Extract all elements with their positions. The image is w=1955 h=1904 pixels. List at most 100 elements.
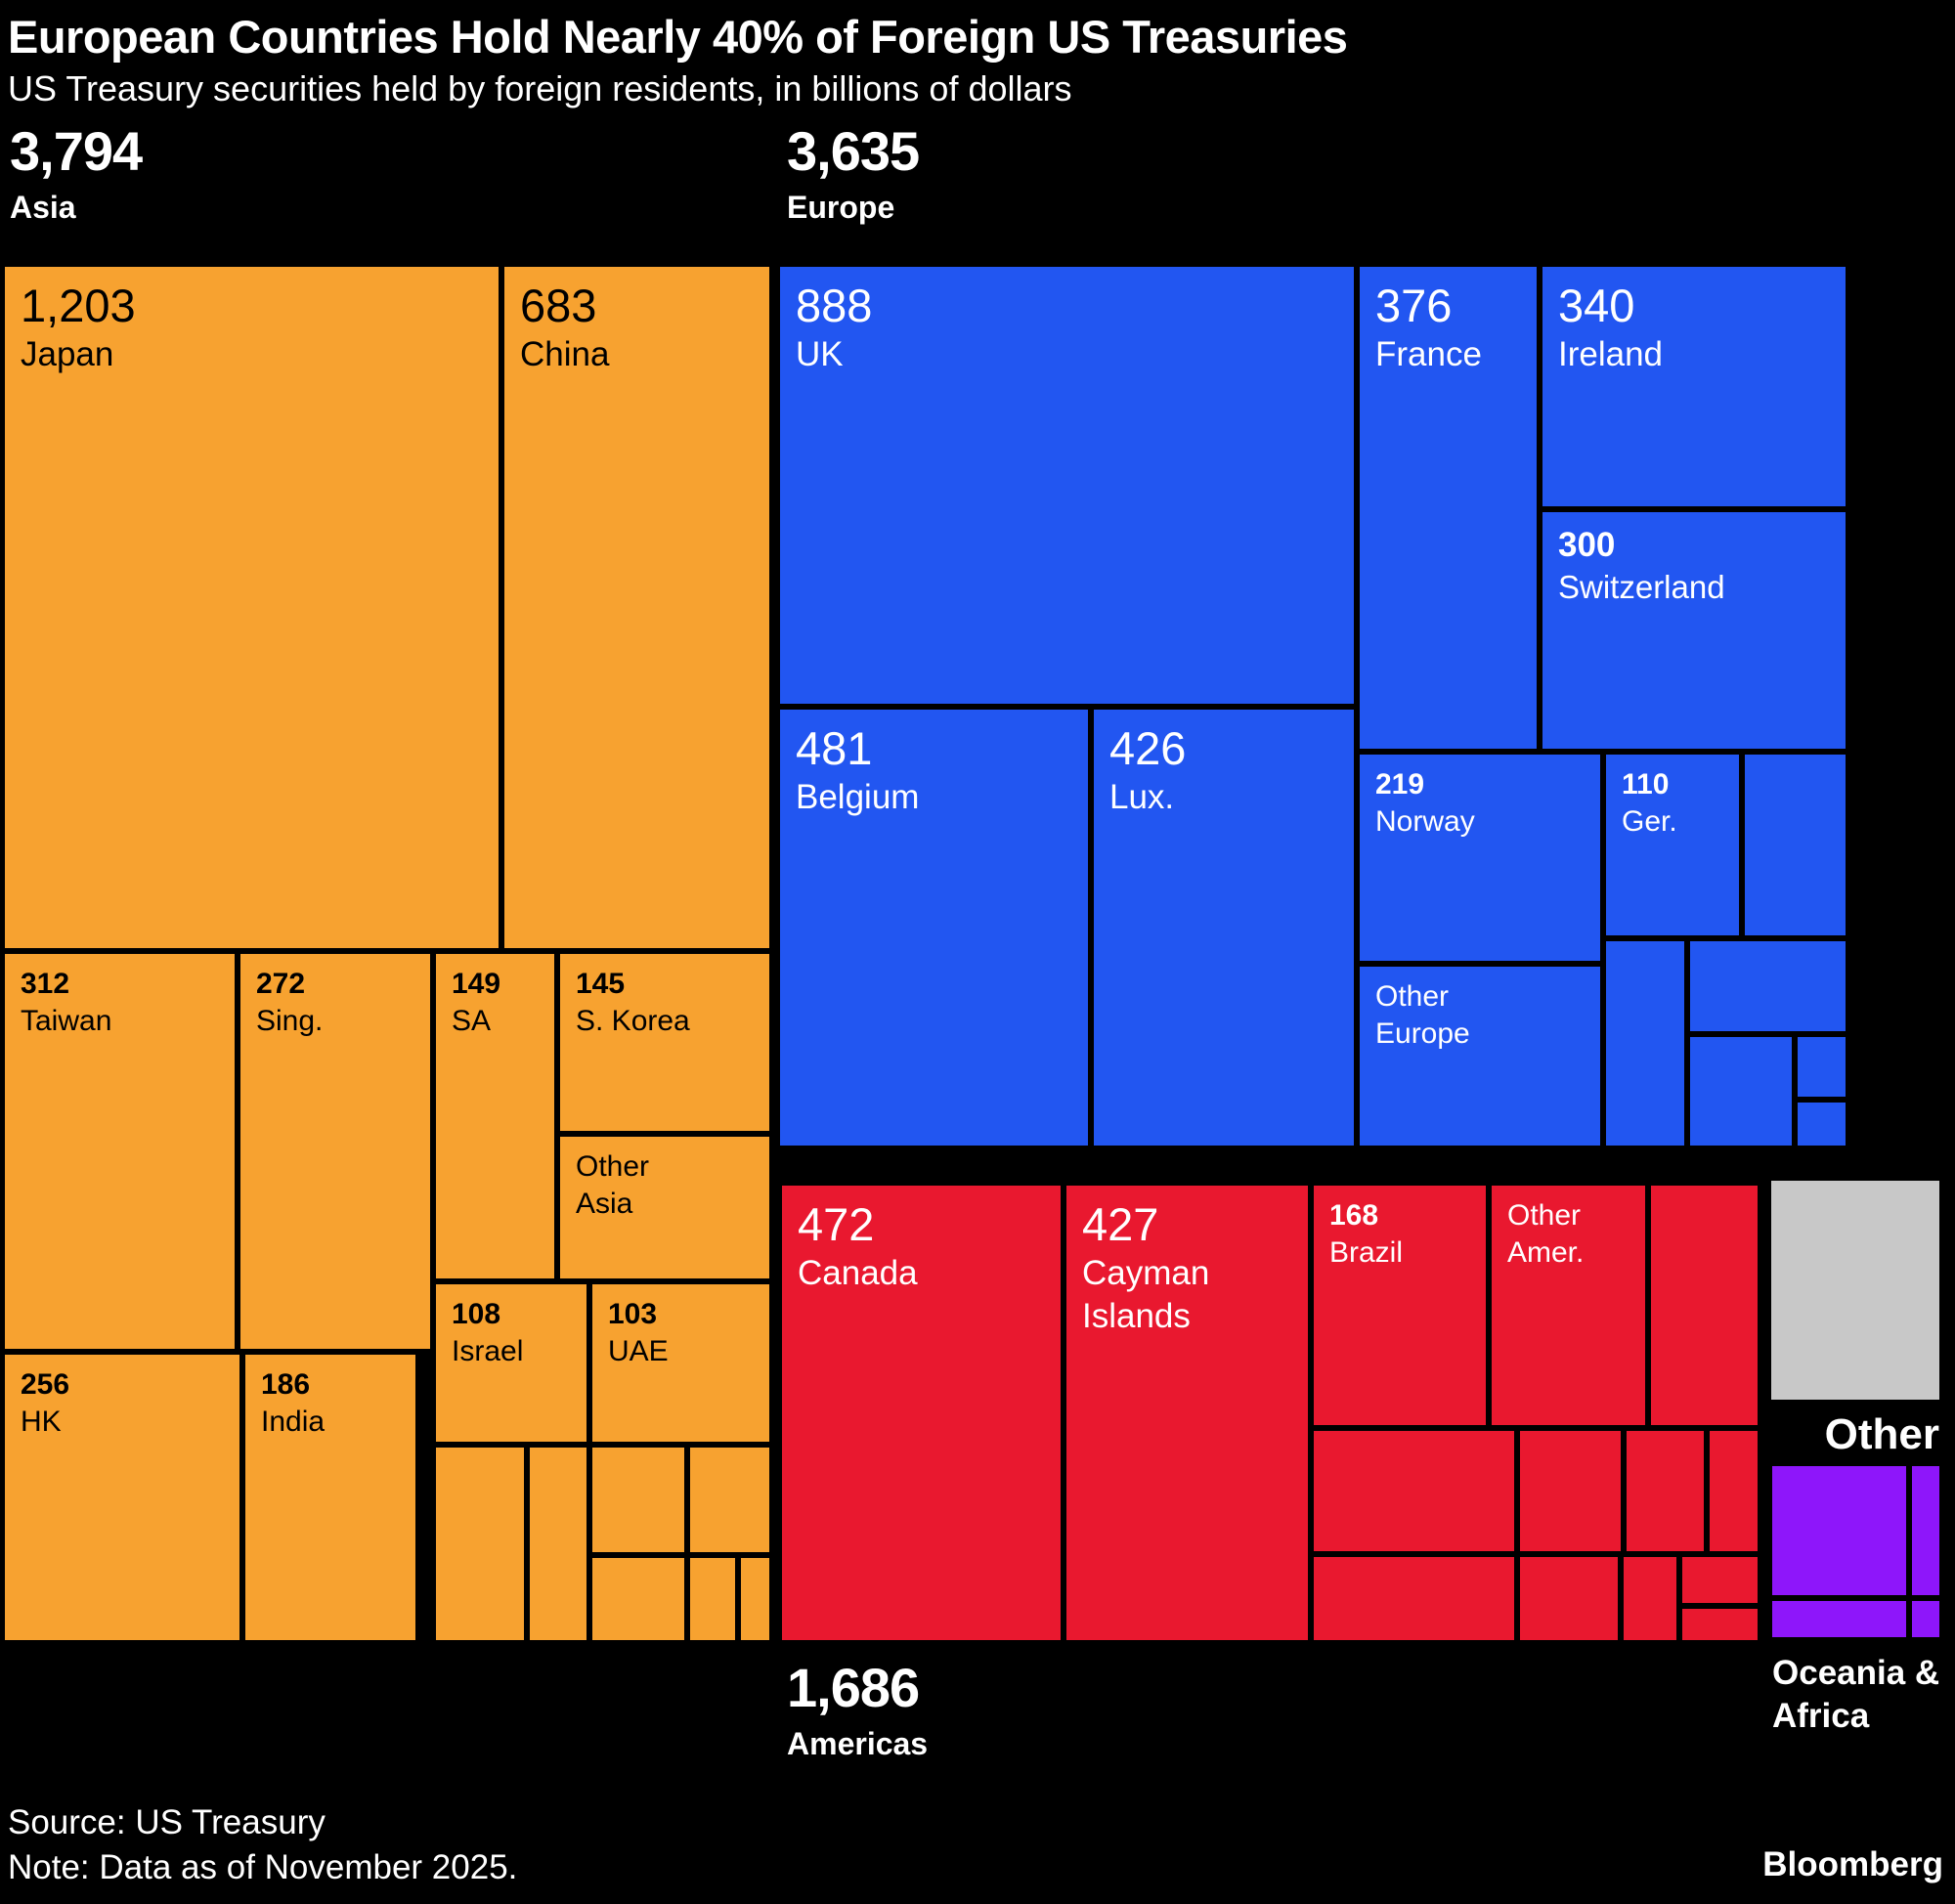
cell-value: 110 [1622, 768, 1670, 801]
cell-uae: 103 UAE [592, 1284, 769, 1442]
cell-label: HK [21, 1406, 62, 1438]
cell-label: Other Asia [576, 1150, 650, 1220]
chart-footer: Source: US Treasury Note: Data as of Nov… [8, 1800, 517, 1890]
cell-value: 312 [21, 968, 70, 1000]
cell-value: 272 [256, 968, 306, 1000]
cell-unlabeled [1624, 1557, 1676, 1640]
europe-group-header: 3,635 Europe [787, 123, 920, 227]
americas-label: Americas [787, 1726, 929, 1761]
cell-cayman-islands: 427 Cayman Islands [1066, 1186, 1308, 1640]
cell-unlabeled [530, 1448, 586, 1640]
cell-south-korea: 145 S. Korea [560, 954, 769, 1131]
cell-luxembourg: 426 Lux. [1094, 710, 1354, 1146]
cell-label: Taiwan [21, 1005, 112, 1037]
cell-unlabeled [1627, 1431, 1704, 1551]
cell-unlabeled [1690, 941, 1846, 1031]
asia-group-header: 3,794 Asia [10, 123, 143, 227]
cell-unlabeled [1912, 1466, 1939, 1595]
cell-value: 1,203 [21, 280, 136, 331]
asia-label: Asia [10, 190, 76, 225]
cell-value: 683 [520, 280, 597, 331]
cell-label: Ireland [1558, 335, 1664, 373]
data-note: Note: Data as of November 2025. [8, 1848, 518, 1886]
cell-unlabeled [1682, 1609, 1758, 1640]
cell-label: Other Europe [1375, 980, 1470, 1050]
cell-unlabeled [1772, 1601, 1906, 1637]
cell-label: India [261, 1406, 326, 1438]
cell-value: 481 [796, 722, 873, 774]
cell-label: Other Amer. [1507, 1199, 1585, 1269]
cell-unlabeled [1520, 1431, 1621, 1551]
cell-label: Japan [21, 335, 114, 373]
cell-other-group [1771, 1181, 1939, 1400]
cell-label: Cayman Islands [1082, 1254, 1210, 1335]
americas-group-header: 1,686 Americas [787, 1660, 928, 1763]
cell-unlabeled [1314, 1557, 1514, 1640]
europe-label: Europe [787, 190, 895, 225]
cell-value: 300 [1558, 526, 1616, 564]
other-group-label: Other [1824, 1410, 1939, 1458]
cell-other-europe: Other Europe [1360, 967, 1600, 1146]
cell-china: 683 China [504, 267, 769, 948]
cell-label: Switzerland [1558, 569, 1725, 605]
cell-label: Belgium [796, 778, 920, 816]
cell-ireland: 340 Ireland [1542, 267, 1846, 506]
cell-other-americas: Other Amer. [1492, 1186, 1645, 1425]
cell-unlabeled [1520, 1557, 1618, 1640]
cell-unlabeled [1682, 1557, 1758, 1603]
cell-label: France [1375, 335, 1482, 373]
oceania-africa-group-label: Oceania & Africa [1772, 1654, 1940, 1735]
cell-value: 145 [576, 968, 626, 1000]
cell-norway: 219 Norway [1360, 755, 1600, 961]
cell-value: 340 [1558, 280, 1635, 331]
cell-value: 103 [608, 1298, 658, 1330]
cell-uk: 888 UK [780, 267, 1354, 704]
cell-india: 186 India [245, 1355, 415, 1640]
cell-unlabeled [1745, 755, 1846, 935]
cell-value: 186 [261, 1368, 311, 1401]
chart-title: European Countries Hold Nearly 40% of Fo… [8, 11, 1348, 63]
cell-canada: 472 Canada [782, 1186, 1061, 1640]
cell-unlabeled [690, 1558, 735, 1640]
cell-oceania-africa [1772, 1466, 1906, 1595]
cell-unlabeled [592, 1448, 684, 1552]
cell-label: SA [452, 1005, 492, 1037]
cell-saudi-arabia: 149 SA [436, 954, 554, 1278]
cell-label: Lux. [1109, 778, 1175, 816]
cell-switzerland: 300 Switzerland [1542, 512, 1846, 749]
cell-unlabeled [1912, 1601, 1939, 1637]
cell-belgium: 481 Belgium [780, 710, 1088, 1146]
cell-label: UK [796, 335, 844, 373]
cell-unlabeled [1710, 1431, 1758, 1551]
cell-germany: 110 Ger. [1606, 755, 1739, 935]
cell-value: 256 [21, 1368, 70, 1401]
source-note: Source: US Treasury [8, 1803, 326, 1841]
bloomberg-logo: Bloomberg [1762, 1845, 1943, 1883]
cell-other-asia: Other Asia [560, 1137, 769, 1278]
americas-total: 1,686 [787, 1657, 920, 1718]
cell-value: 888 [796, 280, 873, 331]
cell-unlabeled [1798, 1103, 1846, 1146]
cell-unlabeled [1798, 1037, 1846, 1097]
cell-taiwan: 312 Taiwan [5, 954, 235, 1349]
cell-value: 472 [798, 1198, 875, 1250]
cell-value: 168 [1329, 1199, 1379, 1232]
cell-unlabeled [690, 1448, 769, 1552]
cell-unlabeled [436, 1448, 524, 1640]
cell-unlabeled [1690, 1037, 1792, 1146]
cell-japan: 1,203 Japan [5, 267, 499, 948]
cell-israel: 108 Israel [436, 1284, 586, 1442]
cell-value: 149 [452, 968, 501, 1000]
cell-unlabeled [741, 1558, 769, 1640]
cell-label: Israel [452, 1335, 524, 1367]
cell-value: 427 [1082, 1198, 1159, 1250]
cell-label: Canada [798, 1254, 918, 1292]
cell-label: Ger. [1622, 805, 1677, 838]
cell-label: Sing. [256, 1005, 324, 1037]
cell-label: S. Korea [576, 1005, 690, 1037]
cell-unlabeled [1606, 941, 1684, 1146]
cell-unlabeled [592, 1558, 684, 1640]
cell-label: China [520, 335, 610, 373]
chart-subtitle: US Treasury securities held by foreign r… [8, 68, 1072, 108]
